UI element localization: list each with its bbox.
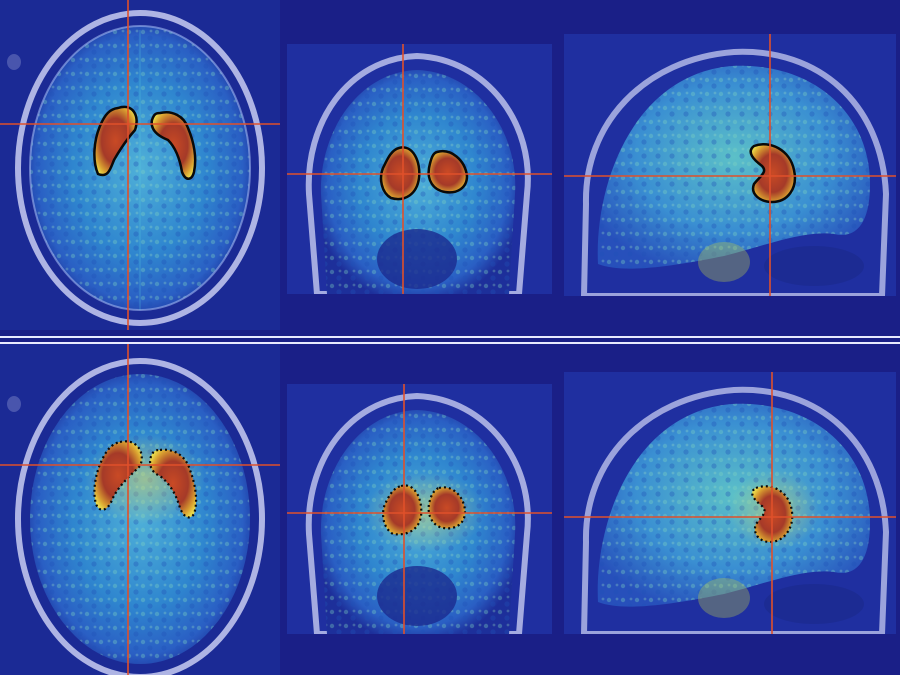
row-divider [0,336,900,344]
skull-outline [305,392,531,634]
striatum-right-bottom [149,448,198,519]
striatum-left-bottom [93,440,143,511]
axial-view-top [0,0,280,330]
striatum-top [749,143,797,204]
striatum-right-top [427,149,469,194]
striatum-right-top [150,111,197,180]
coronal-view-top [287,44,552,294]
top-row [0,0,900,336]
axial-view-bottom [0,344,280,675]
marker-dot [7,396,21,412]
skull-outline [305,52,531,294]
skull-outline [580,48,890,296]
skull-outline [15,358,265,675]
sagittal-view-top [564,34,896,296]
brain-texture [30,26,250,310]
skull-outline [580,386,890,634]
sagittal-view-bottom [564,372,896,634]
striatum-left-bottom [382,484,423,536]
bottom-row [0,344,900,675]
marker-dot [7,54,21,70]
coronal-view-bottom [287,384,552,634]
striatum-right-bottom [427,486,467,530]
skull-outline [15,10,265,326]
